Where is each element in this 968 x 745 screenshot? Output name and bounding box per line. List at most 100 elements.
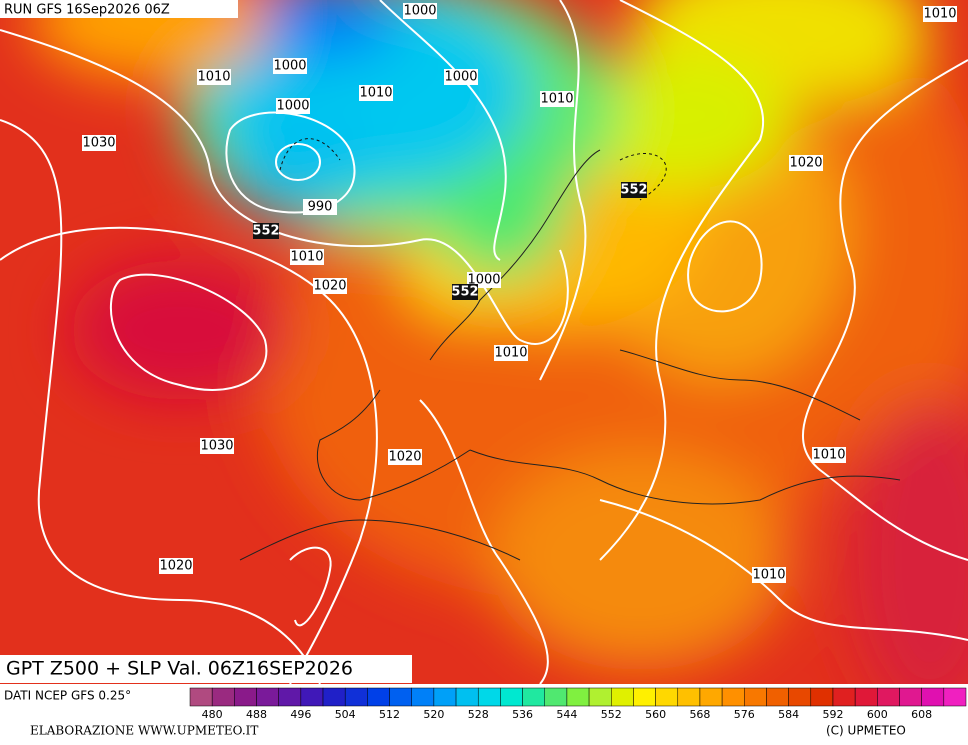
isobar-label-bg xyxy=(812,447,846,463)
colorbar-swatch xyxy=(854,687,878,707)
colorbar-swatch xyxy=(832,687,856,707)
isobar-label: 1020 xyxy=(159,559,192,574)
isobar-label-bg xyxy=(313,278,347,294)
z500-label-bg xyxy=(452,284,478,300)
colorbar-swatch xyxy=(411,687,435,707)
colorbar-tick-label: 536 xyxy=(512,708,533,721)
colorbar-swatch xyxy=(788,687,812,707)
colorbar-swatch xyxy=(899,687,922,707)
isobar-label: 1000 xyxy=(403,4,436,19)
coastlines xyxy=(239,149,901,561)
source-label: DATI NCEP GFS 0.25° xyxy=(4,689,131,703)
colorbar-swatch xyxy=(699,687,723,707)
colorbar-swatch xyxy=(943,687,967,707)
isobar-label-bg xyxy=(540,91,574,107)
isobar-label: 1010 xyxy=(494,346,527,361)
isobar-label-bg xyxy=(752,567,786,583)
colorbar-swatch xyxy=(389,687,412,707)
isobar-label: 1020 xyxy=(789,156,822,171)
colorbar-swatch xyxy=(721,687,745,707)
colorbar-tick-label: 512 xyxy=(379,708,400,721)
isobar-label: 1020 xyxy=(313,279,346,294)
isobar-label-bg xyxy=(276,98,310,114)
isobar-label-bg xyxy=(82,135,116,151)
colorbar-swatch xyxy=(234,687,257,707)
isobar-label: 1010 xyxy=(197,70,230,85)
colorbar-swatch xyxy=(477,687,501,707)
colorbar-swatch xyxy=(522,687,545,707)
colorbar-swatch xyxy=(677,687,701,707)
isobar-label-bg xyxy=(197,69,231,85)
isobar-label-bg xyxy=(303,199,337,215)
run-label: RUN GFS 16Sep2026 06Z xyxy=(4,3,170,18)
map-title: GPT Z500 + SLP Val. 06Z16SEP2026 xyxy=(6,658,353,680)
isobar-label: 1010 xyxy=(359,86,392,101)
colorbar-tick-label: 560 xyxy=(645,708,666,721)
isobar-label: 1030 xyxy=(82,136,115,151)
colorbar-swatch xyxy=(633,687,656,707)
colorbar-swatch xyxy=(921,687,945,707)
colorbar-swatch xyxy=(810,687,834,707)
colorbar-tick-label: 584 xyxy=(778,708,799,721)
colorbar: 480 488 496 504 512 520 528 536 544 552 560 568 576 5… xyxy=(189,687,967,721)
colorbar-swatch xyxy=(544,687,568,707)
run-box xyxy=(0,0,238,18)
colorbar-swatch xyxy=(566,687,590,707)
isobar-label-bg xyxy=(359,85,393,101)
colorbar-tick-label: 568 xyxy=(689,708,710,721)
colorbar-swatch xyxy=(344,687,368,707)
colorbar-tick-label: 608 xyxy=(911,708,932,721)
z500-label-bg xyxy=(621,182,647,198)
isobar-label-bg xyxy=(200,438,234,454)
colorbar-swatch xyxy=(877,687,900,707)
isobar-label-bg xyxy=(494,345,528,361)
isobar-label: 1010 xyxy=(540,92,573,107)
isobar-label: 1010 xyxy=(923,7,956,22)
colorbar-swatch xyxy=(588,687,612,707)
isobar-label: 1000 xyxy=(273,59,306,74)
colorbar-swatch xyxy=(500,687,523,707)
isobar-label-bg xyxy=(789,155,823,171)
z500-label-bg xyxy=(253,223,279,239)
isobar-label-bg xyxy=(444,69,478,85)
isobar-label-bg xyxy=(290,249,324,265)
isobar-label: 1010 xyxy=(290,250,323,265)
colorbar-swatch xyxy=(433,687,457,707)
colorbar-tick-label: 544 xyxy=(556,708,577,721)
isobar-label-bg xyxy=(923,6,957,22)
colorbar-swatch xyxy=(300,687,324,707)
colorbar-swatch xyxy=(766,687,789,707)
colorbar-tick-label: 592 xyxy=(822,708,843,721)
field xyxy=(0,0,968,684)
isobar-label-bg xyxy=(273,58,307,74)
isobar-label: 990 xyxy=(308,200,333,215)
credit-label: ELABORAZIONE WWW.UPMETEO.IT xyxy=(30,724,258,738)
colorbar-swatch xyxy=(744,687,767,707)
colorbar-tick-label: 552 xyxy=(601,708,622,721)
isobar-label-bg xyxy=(159,558,193,574)
z500-label: 552 xyxy=(451,285,478,300)
isobar-label: 1000 xyxy=(444,70,477,85)
colorbar-tick-label: 488 xyxy=(246,708,267,721)
colorbar-tick-label: 600 xyxy=(867,708,888,721)
isobar-label: 1010 xyxy=(752,568,785,583)
isobar-label: 1020 xyxy=(388,450,421,465)
isobar-label: 1000 xyxy=(467,273,500,288)
colorbar-tick-label: 480 xyxy=(202,708,223,721)
colorbar-swatch xyxy=(211,687,235,707)
z500-label: 552 xyxy=(620,183,647,198)
colorbar-swatch xyxy=(655,687,679,707)
colorbar-swatch xyxy=(367,687,390,707)
colorbar-swatch xyxy=(278,687,302,707)
map-labels: 1000 1010 1010 1000 1010 1000 1010 1000 1030 1020… xyxy=(82,3,957,583)
colorbar-swatch xyxy=(322,687,346,707)
title-box xyxy=(0,655,412,683)
colorbar-swatch xyxy=(256,687,279,707)
colorbar-tick-label: 520 xyxy=(423,708,444,721)
copyright-label: (C) UPMETEO xyxy=(826,724,906,738)
isobar-label-bg xyxy=(388,449,422,465)
z500-label: 552 xyxy=(252,224,279,239)
isobar-label: 1010 xyxy=(812,448,845,463)
